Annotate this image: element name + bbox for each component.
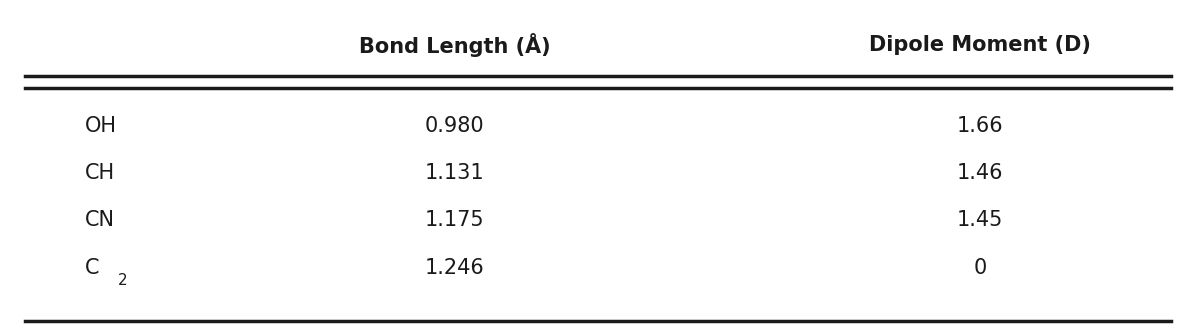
Text: 1.175: 1.175	[425, 210, 484, 229]
Text: CN: CN	[85, 210, 115, 229]
Text: Bond Length (Å): Bond Length (Å)	[359, 33, 550, 57]
Text: CH: CH	[85, 163, 115, 183]
Text: 0.980: 0.980	[425, 116, 484, 136]
Text: 2: 2	[118, 273, 128, 288]
Text: OH: OH	[85, 116, 117, 136]
Text: 1.46: 1.46	[957, 163, 1003, 183]
Text: 0: 0	[974, 258, 987, 278]
Text: Dipole Moment (D): Dipole Moment (D)	[868, 35, 1091, 55]
Text: 1.246: 1.246	[425, 258, 484, 278]
Text: 1.45: 1.45	[957, 210, 1003, 229]
Text: 1.131: 1.131	[425, 163, 484, 183]
Text: 1.66: 1.66	[957, 116, 1003, 136]
Text: C: C	[85, 258, 99, 278]
